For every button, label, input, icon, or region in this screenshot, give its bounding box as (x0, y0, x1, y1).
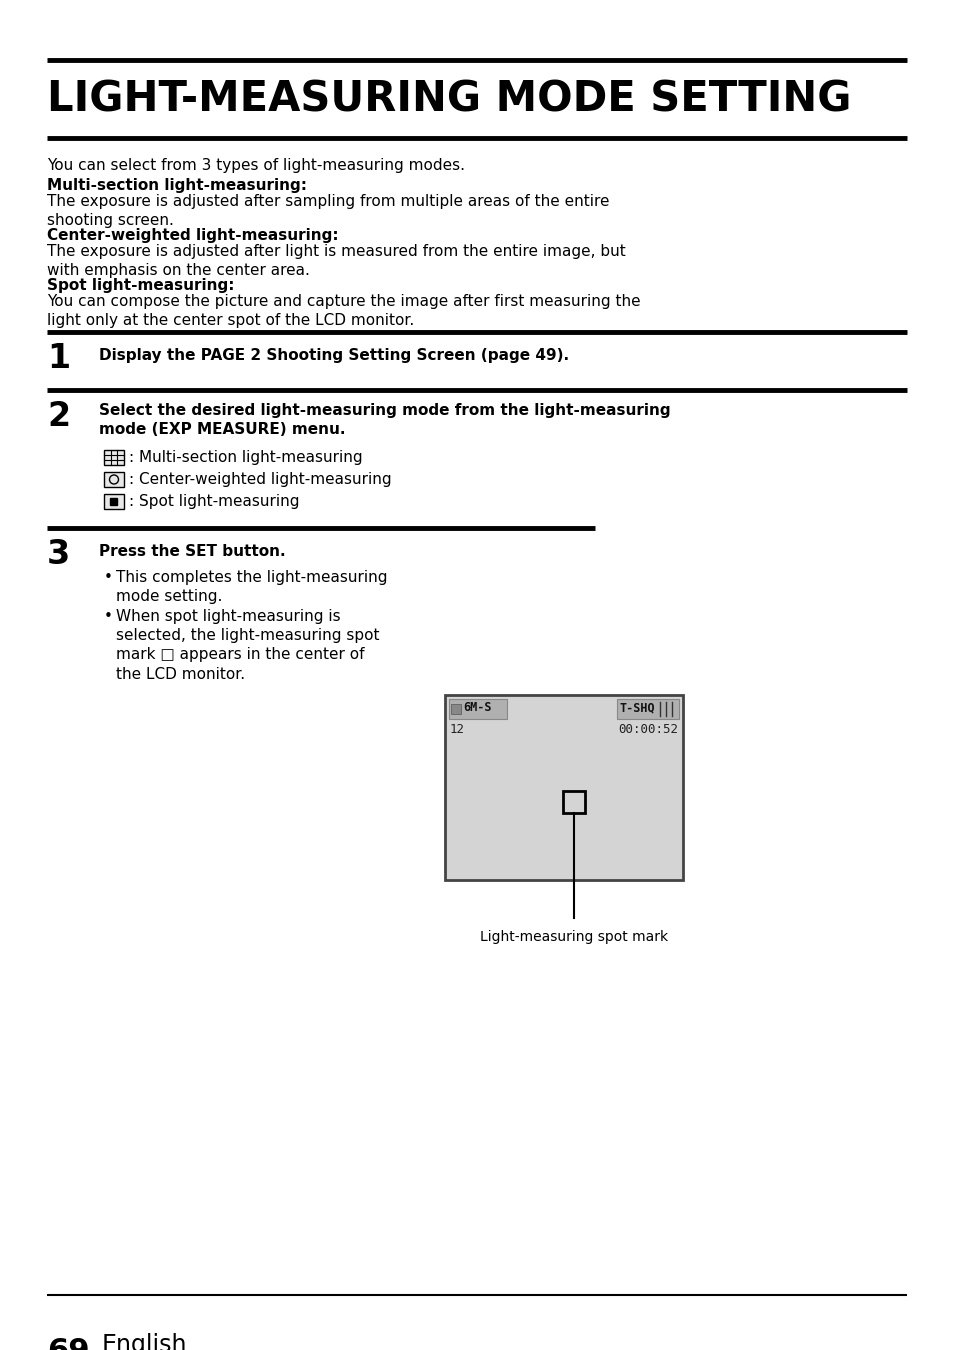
FancyBboxPatch shape (111, 498, 117, 505)
Text: •: • (104, 570, 112, 585)
Text: 00:00:52: 00:00:52 (618, 724, 678, 736)
Text: •: • (104, 609, 112, 624)
Text: When spot light-measuring is
selected, the light-measuring spot
mark □ appears i: When spot light-measuring is selected, t… (116, 609, 379, 682)
Text: T-SHQ: T-SHQ (619, 701, 655, 714)
Text: Display the PAGE 2 Shooting Setting Screen (page 49).: Display the PAGE 2 Shooting Setting Scre… (99, 348, 569, 363)
Text: Multi-section light-measuring:: Multi-section light-measuring: (47, 178, 307, 193)
Bar (449, 699, 506, 720)
Text: This completes the light-measuring
mode setting.: This completes the light-measuring mode … (116, 570, 387, 605)
Text: The exposure is adjusted after light is measured from the entire image, but
with: The exposure is adjusted after light is … (47, 244, 625, 278)
Text: Select the desired light-measuring mode from the light-measuring
mode (EXP MEASU: Select the desired light-measuring mode … (99, 404, 670, 437)
Text: : Center-weighted light-measuring: : Center-weighted light-measuring (129, 472, 392, 487)
Text: The exposure is adjusted after sampling from multiple areas of the entire
shooti: The exposure is adjusted after sampling … (47, 194, 609, 228)
FancyBboxPatch shape (104, 450, 124, 464)
Bar (617, 699, 679, 720)
Text: Center-weighted light-measuring:: Center-weighted light-measuring: (47, 228, 338, 243)
Text: 1: 1 (47, 342, 71, 375)
Text: Light-measuring spot mark: Light-measuring spot mark (479, 930, 667, 944)
Bar (444, 695, 682, 880)
Text: 69: 69 (47, 1336, 90, 1350)
Bar (451, 703, 460, 714)
Text: 6M-S: 6M-S (462, 701, 491, 714)
Text: English: English (102, 1332, 188, 1350)
FancyBboxPatch shape (104, 472, 124, 487)
Text: 3: 3 (47, 539, 71, 571)
Text: : Spot light-measuring: : Spot light-measuring (129, 494, 299, 509)
Text: LIGHT-MEASURING MODE SETTING: LIGHT-MEASURING MODE SETTING (47, 80, 851, 122)
Text: Spot light-measuring:: Spot light-measuring: (47, 278, 234, 293)
Text: 12: 12 (450, 724, 464, 736)
Text: Press the SET button.: Press the SET button. (99, 544, 285, 559)
FancyBboxPatch shape (104, 494, 124, 509)
Text: You can compose the picture and capture the image after first measuring the
ligh: You can compose the picture and capture … (47, 294, 640, 328)
Text: 2: 2 (47, 400, 71, 433)
Text: : Multi-section light-measuring: : Multi-section light-measuring (129, 450, 362, 464)
Bar (562, 791, 584, 813)
Text: You can select from 3 types of light-measuring modes.: You can select from 3 types of light-mea… (47, 158, 464, 173)
